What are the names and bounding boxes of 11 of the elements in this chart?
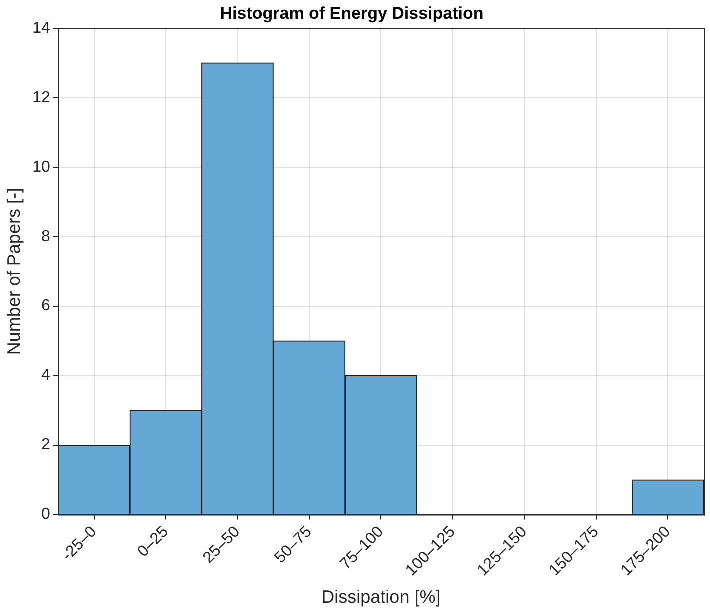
y-tick-label: 12	[32, 89, 50, 106]
y-tick-label: 4	[41, 367, 50, 384]
y-tick-label: 14	[32, 20, 50, 37]
y-axis-title: Number of Papers [-]	[4, 188, 24, 356]
y-tick-label: 10	[32, 158, 50, 176]
y-tick-label: 2	[41, 436, 50, 454]
chart-title: Histogram of Energy Dissipation	[220, 4, 484, 23]
y-tick-label: 8	[41, 228, 50, 246]
y-tick-label: 6	[41, 298, 50, 315]
y-tick-label: 0	[41, 506, 50, 524]
x-axis-title: Dissipation [%]	[322, 587, 441, 608]
